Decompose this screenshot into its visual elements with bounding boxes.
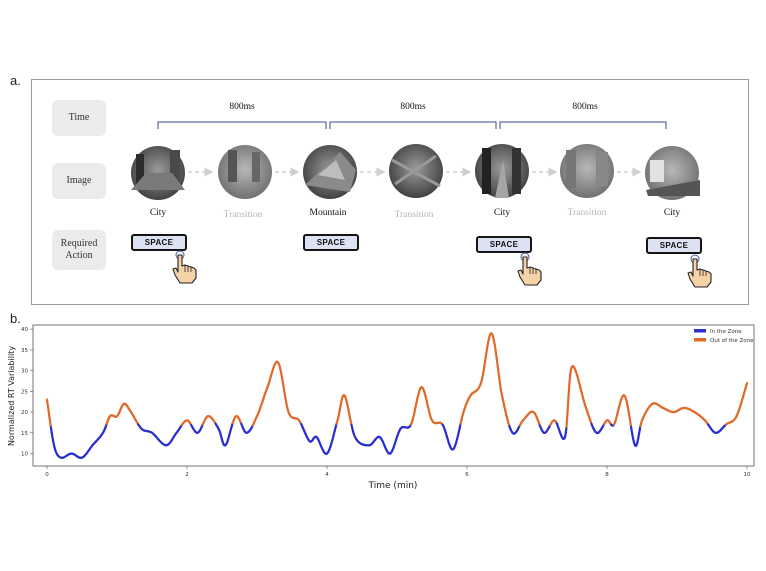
legend-swatch-out-zone bbox=[694, 338, 706, 342]
series-line-segment bbox=[495, 357, 499, 369]
pointing-hand-icon bbox=[172, 250, 197, 284]
panel-a-label: a. bbox=[10, 73, 21, 88]
y-tick-label: 10 bbox=[21, 452, 28, 458]
scene-image-5 bbox=[475, 144, 529, 198]
series-line-segment bbox=[484, 352, 488, 362]
frame-caption-7: City bbox=[663, 208, 681, 218]
x-tick-label: 8 bbox=[605, 472, 609, 478]
pointing-hand-icon bbox=[687, 254, 712, 288]
space-key-4: SPACE bbox=[646, 237, 702, 254]
series-line-segment bbox=[627, 412, 632, 422]
interval-label-2: 800ms bbox=[400, 102, 426, 112]
frame-caption-2: Transition bbox=[223, 210, 263, 220]
frame-caption-4: Transition bbox=[394, 210, 434, 220]
legend-swatch-in-zone bbox=[694, 329, 706, 333]
scene-image-1 bbox=[131, 146, 185, 200]
space-key-1: SPACE bbox=[131, 234, 187, 251]
series-line-segment bbox=[493, 343, 497, 353]
space-key-3: SPACE bbox=[476, 236, 532, 253]
series-line-segment bbox=[566, 399, 570, 411]
series-line-segment bbox=[494, 350, 498, 361]
bracket-1 bbox=[157, 121, 327, 129]
series-line-segment bbox=[565, 408, 569, 420]
series-line-segment bbox=[483, 359, 487, 369]
x-tick-label: 4 bbox=[325, 472, 329, 478]
x-axis-label: Time (min) bbox=[368, 481, 418, 491]
series-line-segment bbox=[485, 345, 489, 355]
y-tick-label: 25 bbox=[21, 389, 28, 395]
row-label-action: Required Action bbox=[52, 230, 106, 270]
space-key-2: SPACE bbox=[303, 234, 359, 251]
pointing-hand-icon bbox=[517, 252, 542, 286]
row-label-image: Image bbox=[52, 163, 106, 199]
scene-image-4 bbox=[389, 144, 443, 198]
series-line-segment bbox=[745, 382, 749, 387]
y-tick-label: 40 bbox=[21, 327, 28, 333]
series-line-segment bbox=[567, 381, 571, 392]
series-line-segment bbox=[498, 381, 502, 391]
series-line-segment bbox=[567, 389, 571, 402]
y-tick-label: 30 bbox=[21, 369, 28, 375]
frame-caption-5: City bbox=[493, 208, 511, 218]
legend: In the Zone Out of the Zone bbox=[694, 329, 754, 344]
frame-caption-3: Mountain bbox=[309, 208, 347, 218]
image-sequence bbox=[131, 144, 700, 200]
y-tick-label: 15 bbox=[21, 431, 28, 437]
panel-b-label: b. bbox=[10, 311, 21, 326]
series-line-segment bbox=[628, 419, 633, 429]
panel-a-frame bbox=[31, 79, 749, 305]
scene-image-7 bbox=[645, 146, 700, 200]
legend-label-out-zone: Out of the Zone bbox=[710, 338, 754, 344]
x-tick-label: 0 bbox=[45, 472, 49, 478]
scene-image-6 bbox=[560, 144, 614, 198]
series-line-segment bbox=[565, 417, 569, 428]
series-line-segment bbox=[497, 374, 501, 384]
y-tick-label: 35 bbox=[21, 348, 28, 354]
series-line-segment bbox=[496, 365, 500, 377]
frame-caption-6: Transition bbox=[567, 208, 607, 218]
interval-label-3: 800ms bbox=[572, 102, 598, 112]
timeline-brackets bbox=[157, 121, 667, 129]
y-axis-label: Normalized RT Variability bbox=[7, 346, 16, 446]
bracket-2 bbox=[329, 121, 497, 129]
scene-image-2 bbox=[218, 145, 272, 199]
x-tick-label: 2 bbox=[185, 472, 189, 478]
scene-image-3 bbox=[303, 145, 357, 199]
y-tick-label: 20 bbox=[21, 410, 28, 416]
frame-caption-1: City bbox=[149, 208, 167, 218]
bracket-3 bbox=[499, 121, 667, 129]
x-tick-label: 10 bbox=[744, 472, 751, 478]
row-label-time: Time bbox=[52, 100, 106, 136]
x-tick-label: 6 bbox=[465, 472, 469, 478]
series-line-segment bbox=[568, 373, 572, 384]
interval-label-1: 800ms bbox=[229, 102, 255, 112]
legend-label-in-zone: In the Zone bbox=[710, 329, 742, 335]
